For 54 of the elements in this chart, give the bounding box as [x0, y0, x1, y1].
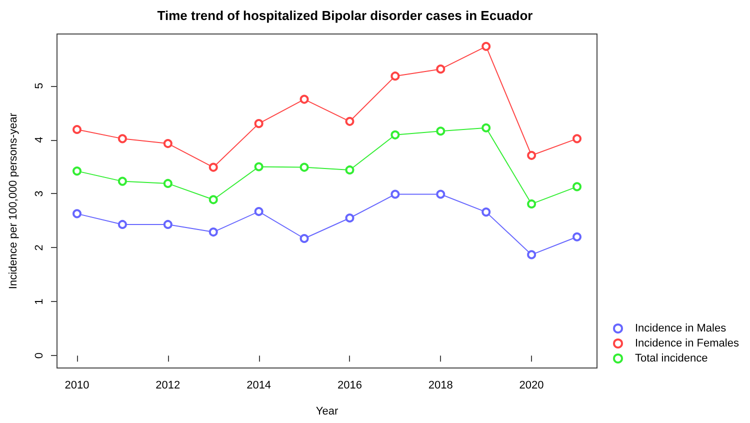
y-tick-label: 0 [34, 352, 46, 359]
point [72, 166, 82, 176]
point [345, 165, 354, 174]
point [390, 72, 400, 81]
point [345, 116, 354, 126]
point [436, 190, 446, 199]
point [72, 209, 82, 218]
legend-label: Total incidence [635, 352, 708, 364]
point [163, 178, 172, 188]
x-axis-title: Year [316, 406, 338, 418]
point [254, 119, 264, 128]
x-tick-label: 2010 [64, 380, 90, 392]
legend-label: Incidence in Males [635, 322, 727, 334]
point [118, 134, 127, 144]
y-tick-label: 4 [34, 136, 46, 143]
x-tick-label: 2016 [337, 380, 362, 392]
point [572, 182, 582, 192]
legend-label: Incidence in Females [635, 338, 740, 350]
x-tick-label: 2014 [246, 380, 272, 392]
x-tick-label: 2020 [519, 380, 544, 392]
point [482, 208, 491, 217]
point [163, 139, 172, 148]
y-tick-label: 2 [34, 244, 46, 251]
point [527, 150, 536, 160]
point [527, 199, 536, 208]
point [300, 162, 309, 172]
point [572, 232, 582, 242]
x-tick-label: 2012 [156, 380, 180, 392]
point [436, 126, 446, 136]
y-tick-label: 1 [34, 298, 46, 305]
y-tick-label: 3 [34, 190, 46, 197]
point [118, 176, 127, 186]
point [72, 125, 82, 134]
y-tick-label: 5 [34, 82, 46, 89]
point [118, 220, 127, 229]
point [208, 195, 218, 204]
point [527, 250, 536, 260]
chart-title: Time trend of hospitalized Bipolar disorder cases in Ecuador [157, 8, 533, 23]
point [300, 234, 309, 243]
point [345, 214, 354, 222]
point [436, 64, 446, 74]
x-tick-label: 2018 [428, 380, 453, 392]
point [300, 94, 309, 104]
point [163, 220, 172, 229]
point [254, 207, 264, 216]
point [390, 130, 400, 140]
point [208, 162, 218, 172]
point [482, 123, 491, 132]
y-axis-title: Incidence per 100,000 persons-year [8, 112, 20, 290]
point [254, 162, 264, 172]
point [208, 228, 218, 237]
point [390, 190, 400, 199]
point [572, 134, 582, 144]
point [482, 42, 491, 51]
